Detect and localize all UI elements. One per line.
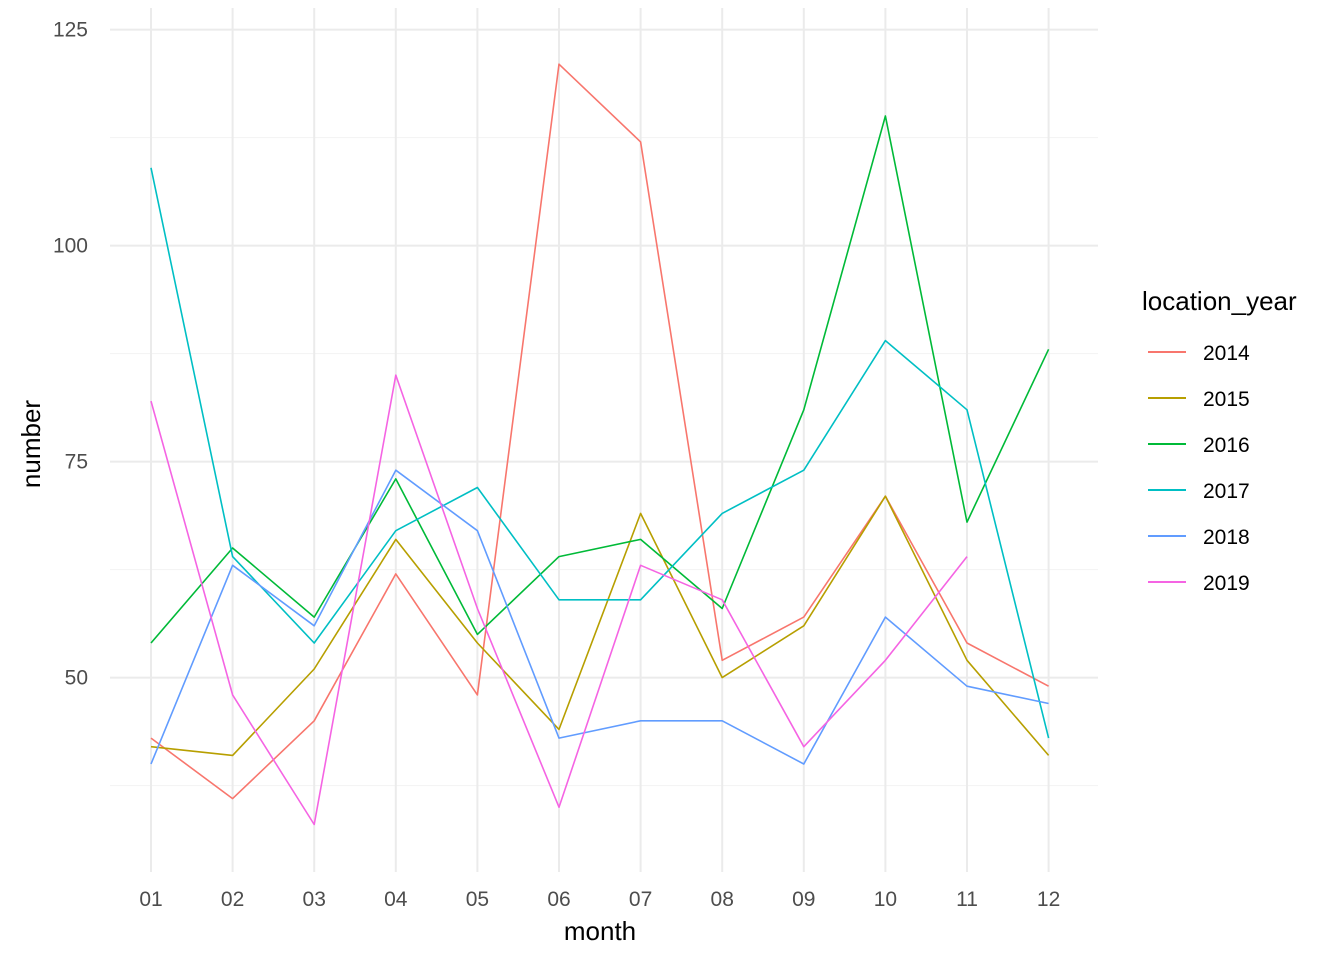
x-tick-label-09: 09 <box>792 888 815 911</box>
y-axis-label: number <box>16 400 46 488</box>
series-line-2018 <box>150 469 1049 765</box>
x-tick-label-11: 11 <box>956 888 978 911</box>
x-tick-label-01: 01 <box>139 888 162 911</box>
series-line-2014 <box>150 63 1049 800</box>
x-axis-label: month <box>564 916 636 946</box>
legend-label-2018: 2018 <box>1203 526 1250 549</box>
y-tick-label-100: 100 <box>53 235 88 258</box>
x-tick-label-07: 07 <box>629 888 652 911</box>
minor-gridlines <box>110 137 1098 787</box>
x-tick-label-12: 12 <box>1037 888 1060 911</box>
legend-label-2014: 2014 <box>1203 342 1250 365</box>
legend-label-2019: 2019 <box>1203 572 1250 595</box>
series-line-2016 <box>150 115 1050 644</box>
legend-label-2017: 2017 <box>1203 480 1250 503</box>
legend-title: location_year <box>1142 286 1297 316</box>
y-tick-label-50: 50 <box>65 667 88 690</box>
x-tick-label-08: 08 <box>711 888 734 911</box>
legend-label-2015: 2015 <box>1203 388 1250 411</box>
series-lines <box>150 63 1050 826</box>
x-tick-label-10: 10 <box>874 888 897 911</box>
y-tick-label-75: 75 <box>65 451 88 474</box>
x-tick-label-06: 06 <box>547 888 570 911</box>
y-tick-label-125: 125 <box>53 19 88 42</box>
legend: location_year 2014 2015 2016 2017 2018 2019 <box>1142 286 1297 595</box>
x-tick-label-04: 04 <box>384 888 408 911</box>
x-tick-label-05: 05 <box>466 888 489 911</box>
y-axis-tick-labels: 50 75 100 125 <box>53 19 88 690</box>
x-axis-tick-labels: 01 02 03 04 05 06 07 08 09 10 11 12 <box>139 888 1060 911</box>
series-line-2019 <box>150 374 968 826</box>
x-tick-label-02: 02 <box>221 888 244 911</box>
series-line-2015 <box>150 495 1050 757</box>
legend-label-2016: 2016 <box>1203 434 1250 457</box>
x-tick-label-03: 03 <box>303 888 326 911</box>
series-line-2017 <box>150 167 1050 739</box>
